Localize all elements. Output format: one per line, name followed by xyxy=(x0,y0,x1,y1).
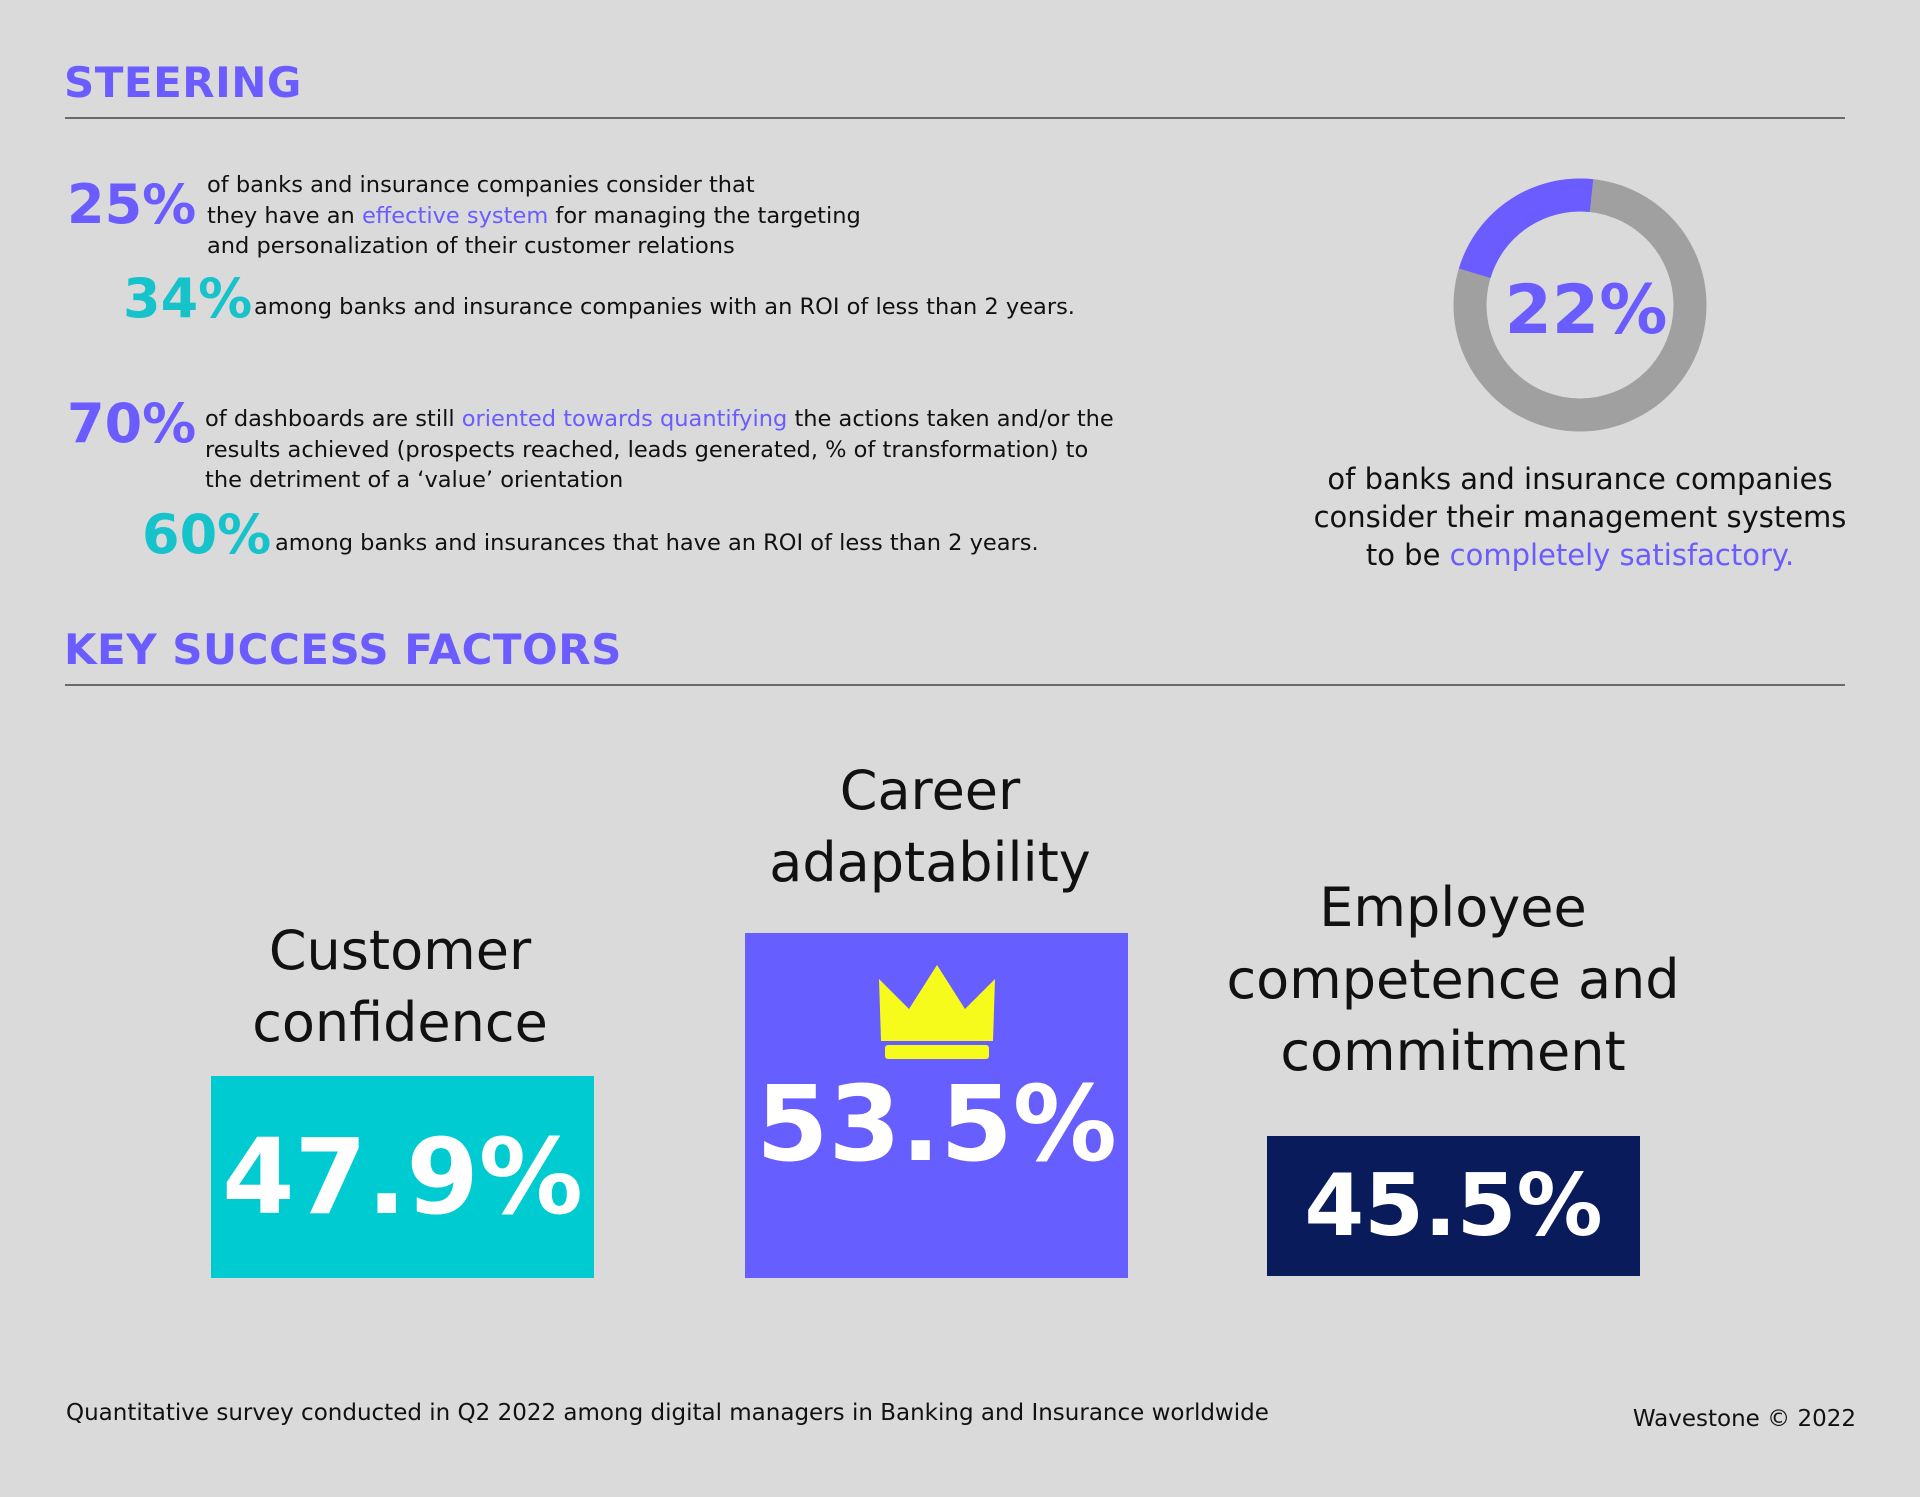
ksf-value-box-career-adaptability: 53.5% xyxy=(745,933,1128,1278)
ksf-label-customer-confidence: Customer confidence xyxy=(190,915,610,1059)
stat-70-value: 70% xyxy=(67,392,197,455)
divider xyxy=(65,684,1845,686)
ksf-value: 45.5% xyxy=(1304,1156,1603,1256)
stat-25-line3: and personalization of their customer re… xyxy=(207,233,735,259)
stat-70-highlight: oriented towards quantifying xyxy=(461,406,788,432)
stat-34-value: 34% xyxy=(123,267,253,330)
ksf-value: 47.9% xyxy=(222,1116,583,1238)
stat-25-line2: they have an effective system for managi… xyxy=(207,201,1107,232)
ksf-label-employee-competence: Employee competence and commitment xyxy=(1203,872,1703,1088)
ksf-value-box-customer-confidence: 47.9% xyxy=(211,1076,594,1278)
section-title-steering: STEERING xyxy=(64,58,302,107)
donut-value-label: 22% xyxy=(1505,271,1668,350)
stat-25-highlight: effective system xyxy=(361,202,549,229)
donut-caption-line3-pre: to be xyxy=(1365,538,1450,572)
stat-25-value: 25% xyxy=(67,173,197,236)
donut-caption: of banks and insurance companies conside… xyxy=(1280,460,1880,574)
donut-caption-highlight: completely satisfactory. xyxy=(1449,538,1795,572)
divider xyxy=(65,117,1845,119)
footer-copyright: Wavestone © 2022 xyxy=(1632,1406,1856,1432)
stat-34-text: among banks and insurance companies with… xyxy=(254,294,1075,320)
ksf-label-career-adaptability: Career adaptability xyxy=(720,755,1140,899)
ksf-label-line: Employee xyxy=(1319,876,1587,939)
stat-70-line1-pre: of dashboards are still xyxy=(205,406,462,432)
donut-slice-highlight xyxy=(1458,178,1594,279)
stat-70-line3: the detriment of a ‘value’ orientation xyxy=(205,467,624,493)
ksf-label-line: commitment xyxy=(1280,1020,1626,1083)
footer-note: Quantitative survey conducted in Q2 2022… xyxy=(66,1400,1269,1426)
donut-chart: 22% xyxy=(1453,178,1707,432)
stat-25-line2-post: for managing the targeting xyxy=(548,202,861,229)
crown-icon xyxy=(878,965,995,1059)
ksf-label-line: Customer xyxy=(268,919,532,982)
stat-60-text: among banks and insurances that have an … xyxy=(275,530,1039,556)
stat-25-text: of banks and insurance companies conside… xyxy=(207,170,1107,262)
ksf-value-box-employee-competence: 45.5% xyxy=(1267,1136,1640,1276)
stat-25-line2-pre: they have an xyxy=(207,202,362,229)
section-title-ksf: KEY SUCCESS FACTORS xyxy=(64,625,622,674)
stat-70-text: of dashboards are still oriented towards… xyxy=(205,404,1185,496)
stat-25-line1: of banks and insurance companies conside… xyxy=(207,172,755,198)
stat-70-line1-post: the actions taken and/or the xyxy=(787,406,1114,432)
stat-70-line1: of dashboards are still oriented towards… xyxy=(205,404,1185,435)
donut-caption-line2: consider their management systems xyxy=(1313,500,1847,534)
ksf-label-line: Career xyxy=(839,759,1021,822)
ksf-value: 53.5% xyxy=(756,1063,1117,1185)
donut-caption-line3: to be completely satisfactory. xyxy=(1280,536,1880,574)
donut-caption-line1: of banks and insurance companies xyxy=(1327,462,1833,496)
stat-60-value: 60% xyxy=(142,503,272,566)
ksf-label-line: confidence xyxy=(252,991,548,1054)
ksf-label-line: adaptability xyxy=(769,831,1091,894)
ksf-label-line: competence and xyxy=(1226,948,1680,1011)
stat-70-line2: results achieved (prospects reached, lea… xyxy=(205,436,1089,463)
